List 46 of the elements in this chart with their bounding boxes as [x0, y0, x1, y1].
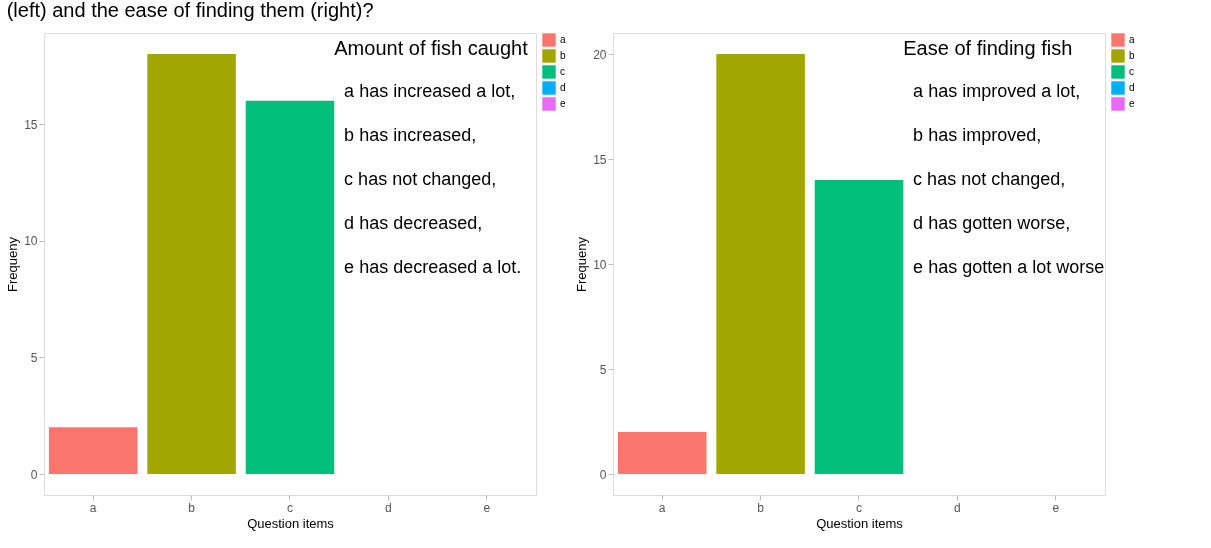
annotation: a has increased a lot,	[344, 81, 516, 101]
legend-label: e	[1129, 98, 1135, 109]
annotation: e has decreased a lot.	[344, 257, 522, 277]
annotation: e has gotten a lot worse	[913, 257, 1105, 277]
x-tick-label: e	[483, 500, 491, 515]
legend-label: c	[1129, 66, 1134, 77]
x-axis-title: Question items	[816, 515, 904, 531]
annotation: c has not changed,	[344, 169, 497, 189]
y-tick-label: 5	[30, 350, 38, 365]
chart-title: (left) and the ease of finding them (right)?	[6, 0, 374, 21]
x-tick-label: a	[89, 500, 97, 515]
legend-label: e	[560, 98, 566, 109]
legend-label: b	[1129, 50, 1135, 61]
x-tick-label: d	[954, 500, 961, 515]
y-tick-label: 10	[593, 257, 607, 272]
annotation: Amount of fish caught	[334, 37, 529, 59]
legend-label: c	[560, 66, 565, 77]
x-tick-label: c	[856, 500, 862, 515]
y-tick-label: 0	[30, 467, 38, 482]
legend-label: a	[560, 34, 566, 45]
x-tick-label: d	[385, 500, 392, 515]
annotation: b has improved,	[913, 125, 1042, 145]
annotation: d has decreased,	[344, 213, 483, 233]
y-tick-label: 20	[593, 47, 607, 62]
y-tick-label: 0	[599, 467, 607, 482]
legend-label: d	[560, 82, 566, 93]
y-tick-label: 15	[593, 152, 607, 167]
annotation: a has improved a lot,	[913, 81, 1081, 101]
y-tick-label: 10	[24, 234, 38, 249]
x-tick-label: a	[658, 500, 666, 515]
legend-label: a	[1129, 34, 1135, 45]
annotation: d has gotten worse,	[913, 213, 1071, 233]
x-tick-label: e	[1052, 500, 1060, 515]
x-axis-title: Question items	[247, 515, 335, 531]
legend-label: d	[1129, 82, 1135, 93]
y-tick-label: 5	[599, 362, 607, 377]
y-axis-title: Frequeny	[574, 236, 590, 292]
y-axis-title: Frequeny	[5, 236, 21, 292]
annotation: b has increased,	[344, 125, 477, 145]
annotation: Ease of finding fish	[903, 37, 1073, 59]
annotation: c has not changed,	[913, 169, 1066, 189]
x-tick-label: c	[287, 500, 293, 515]
y-tick-label: 15	[24, 117, 38, 132]
x-tick-label: b	[757, 500, 765, 515]
legend-label: b	[560, 50, 566, 61]
x-tick-label: b	[188, 500, 196, 515]
